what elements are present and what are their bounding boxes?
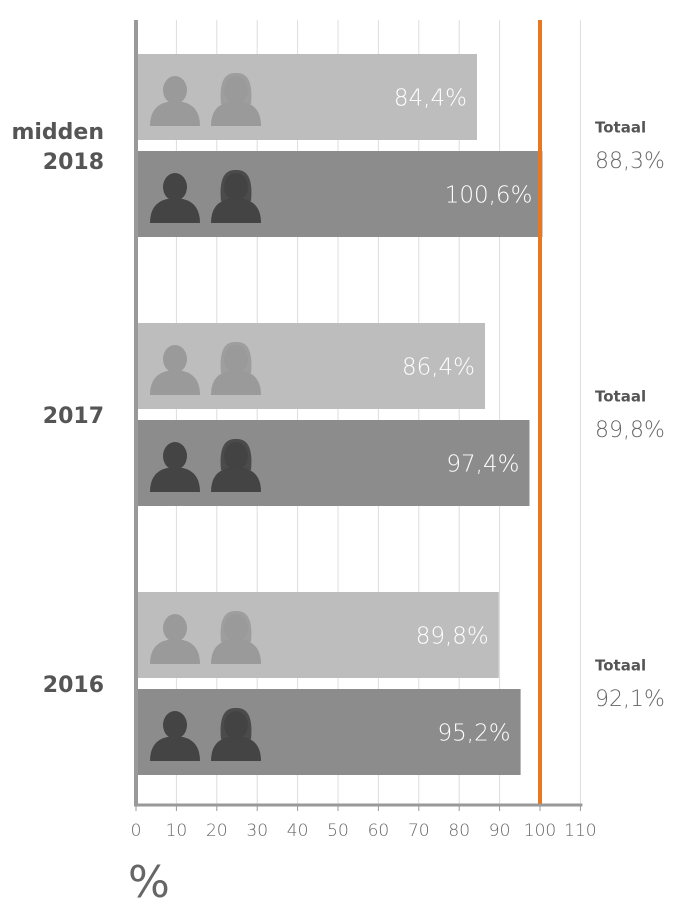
value-label: 97,4% xyxy=(446,452,519,478)
icon-hair xyxy=(220,72,252,104)
x-tick-label: 30 xyxy=(246,821,268,841)
x-tick-label: 20 xyxy=(206,821,228,841)
value-label: 95,2% xyxy=(438,721,511,747)
category-label: 2016 xyxy=(43,673,104,698)
x-tick-label: 90 xyxy=(489,821,511,841)
x-tick-label: 110 xyxy=(564,821,596,841)
total-value: 88,3% xyxy=(595,149,665,174)
bar xyxy=(138,151,543,237)
bar xyxy=(138,689,521,775)
total-value: 92,1% xyxy=(595,687,665,712)
icon-body xyxy=(211,102,261,126)
icon-body xyxy=(211,640,261,664)
icon-body xyxy=(150,640,200,664)
person-icon xyxy=(211,341,261,395)
person-icon xyxy=(150,614,200,664)
value-label: 89,8% xyxy=(416,624,489,650)
total-label: Totaal xyxy=(595,388,646,406)
person-icon xyxy=(150,345,200,395)
icon-head xyxy=(163,173,187,201)
x-axis-label: % xyxy=(128,857,170,907)
icon-body xyxy=(211,199,261,223)
icon-body xyxy=(211,737,261,761)
value-label: 84,4% xyxy=(394,86,467,112)
x-tick-label: 60 xyxy=(368,821,390,841)
person-icon xyxy=(211,707,261,761)
icon-body xyxy=(150,737,200,761)
icon-hair xyxy=(220,438,252,470)
category-line: 2017 xyxy=(43,404,104,429)
icon-head xyxy=(163,345,187,373)
x-tick-label: 10 xyxy=(166,821,188,841)
icon-head xyxy=(163,614,187,642)
icon-head xyxy=(163,711,187,739)
value-label: 86,4% xyxy=(402,355,475,381)
person-icon xyxy=(211,438,261,492)
category-line: midden xyxy=(11,120,104,145)
person-icon xyxy=(211,169,261,223)
x-tick-label: 80 xyxy=(448,821,470,841)
value-label: 100,6% xyxy=(445,183,533,209)
total-label: Totaal xyxy=(595,657,646,675)
category-line: 2016 xyxy=(43,673,104,698)
icon-body xyxy=(211,371,261,395)
bar xyxy=(138,420,530,506)
x-tick-label: 70 xyxy=(408,821,430,841)
icon-head xyxy=(163,76,187,104)
icon-hair xyxy=(220,169,252,201)
icon-head xyxy=(163,442,187,470)
category-label: midden 2018 xyxy=(11,120,104,175)
icon-body xyxy=(150,199,200,223)
person-icon xyxy=(211,610,261,664)
total-value: 89,8% xyxy=(595,418,665,443)
icon-body xyxy=(211,468,261,492)
icon-body xyxy=(150,468,200,492)
person-icon xyxy=(211,72,261,126)
total-label: Totaal xyxy=(595,119,646,137)
category-line: 2018 xyxy=(43,150,104,175)
icon-hair xyxy=(220,707,252,739)
icon-body xyxy=(150,371,200,395)
person-icon xyxy=(150,76,200,126)
icon-body xyxy=(150,102,200,126)
category-label: 2017 xyxy=(43,404,104,429)
person-icon xyxy=(150,442,200,492)
x-tick-label: 40 xyxy=(287,821,309,841)
x-tick-label: 100 xyxy=(524,821,556,841)
icon-hair xyxy=(220,341,252,373)
x-tick-label: 0 xyxy=(131,821,142,841)
icon-hair xyxy=(220,610,252,642)
person-icon xyxy=(150,173,200,223)
x-tick-label: 50 xyxy=(327,821,349,841)
person-icon xyxy=(150,711,200,761)
